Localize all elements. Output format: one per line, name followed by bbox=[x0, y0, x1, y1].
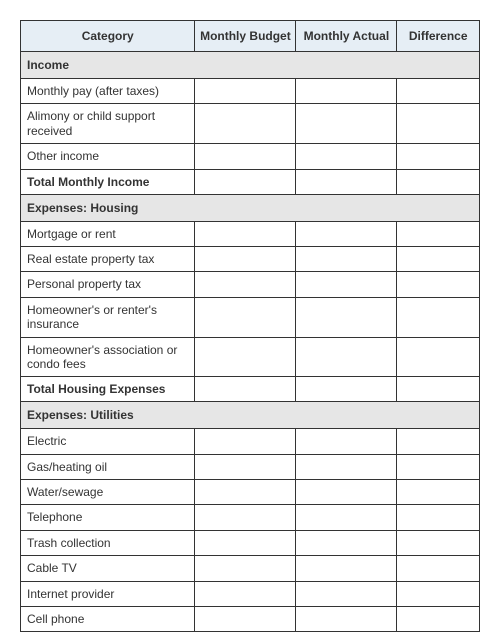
cell-actual[interactable] bbox=[296, 429, 397, 454]
cell-diff[interactable] bbox=[397, 480, 480, 505]
cell-budget[interactable] bbox=[195, 272, 296, 297]
row-label: Personal property tax bbox=[21, 272, 195, 297]
section-title: Income bbox=[21, 52, 480, 79]
table-row: Other income bbox=[21, 144, 480, 169]
table-row: Trash collection bbox=[21, 530, 480, 555]
cell-actual[interactable] bbox=[296, 581, 397, 606]
header-budget: Monthly Budget bbox=[195, 21, 296, 52]
cell-diff[interactable] bbox=[397, 581, 480, 606]
table-row: Homeowner's association or condo fees bbox=[21, 337, 480, 377]
cell-budget[interactable] bbox=[195, 104, 296, 144]
table-row: Personal property tax bbox=[21, 272, 480, 297]
cell-actual[interactable] bbox=[296, 530, 397, 555]
section-header: Expenses: Housing bbox=[21, 194, 480, 221]
row-label: Gas/heating oil bbox=[21, 454, 195, 479]
cell-actual[interactable] bbox=[296, 607, 397, 632]
section-header: Income bbox=[21, 52, 480, 79]
row-label: Water/sewage bbox=[21, 480, 195, 505]
cell-diff[interactable] bbox=[397, 377, 480, 402]
cell-budget[interactable] bbox=[195, 530, 296, 555]
section-title: Expenses: Housing bbox=[21, 194, 480, 221]
cell-diff[interactable] bbox=[397, 221, 480, 246]
cell-actual[interactable] bbox=[296, 454, 397, 479]
section-title: Expenses: Utilities bbox=[21, 402, 480, 429]
row-label: Monthly pay (after taxes) bbox=[21, 79, 195, 104]
total-label: Total Housing Expenses bbox=[21, 377, 195, 402]
cell-actual[interactable] bbox=[296, 169, 397, 194]
cell-budget[interactable] bbox=[195, 377, 296, 402]
cell-actual[interactable] bbox=[296, 505, 397, 530]
cell-diff[interactable] bbox=[397, 79, 480, 104]
cell-diff[interactable] bbox=[397, 607, 480, 632]
row-label: Other income bbox=[21, 144, 195, 169]
cell-actual[interactable] bbox=[296, 104, 397, 144]
cell-budget[interactable] bbox=[195, 581, 296, 606]
row-label: Telephone bbox=[21, 505, 195, 530]
cell-diff[interactable] bbox=[397, 337, 480, 377]
table-row: Telephone bbox=[21, 505, 480, 530]
header-actual: Monthly Actual bbox=[296, 21, 397, 52]
row-label: Cell phone bbox=[21, 607, 195, 632]
cell-actual[interactable] bbox=[296, 272, 397, 297]
table-row: Homeowner's or renter's insurance bbox=[21, 297, 480, 337]
total-row: Total Housing Expenses bbox=[21, 377, 480, 402]
table-row: Internet provider bbox=[21, 581, 480, 606]
cell-actual[interactable] bbox=[296, 480, 397, 505]
cell-actual[interactable] bbox=[296, 246, 397, 271]
cell-diff[interactable] bbox=[397, 272, 480, 297]
cell-diff[interactable] bbox=[397, 144, 480, 169]
cell-budget[interactable] bbox=[195, 454, 296, 479]
cell-diff[interactable] bbox=[397, 505, 480, 530]
total-row: Total Monthly Income bbox=[21, 169, 480, 194]
cell-diff[interactable] bbox=[397, 429, 480, 454]
header-difference: Difference bbox=[397, 21, 480, 52]
cell-actual[interactable] bbox=[296, 297, 397, 337]
section-header: Expenses: Utilities bbox=[21, 402, 480, 429]
cell-actual[interactable] bbox=[296, 377, 397, 402]
cell-budget[interactable] bbox=[195, 246, 296, 271]
table-row: Gas/heating oil bbox=[21, 454, 480, 479]
row-label: Alimony or child support received bbox=[21, 104, 195, 144]
row-label: Electric bbox=[21, 429, 195, 454]
header-row: Category Monthly Budget Monthly Actual D… bbox=[21, 21, 480, 52]
cell-budget[interactable] bbox=[195, 169, 296, 194]
row-label: Trash collection bbox=[21, 530, 195, 555]
table-row: Real estate property tax bbox=[21, 246, 480, 271]
cell-diff[interactable] bbox=[397, 530, 480, 555]
cell-diff[interactable] bbox=[397, 169, 480, 194]
cell-diff[interactable] bbox=[397, 246, 480, 271]
row-label: Homeowner's or renter's insurance bbox=[21, 297, 195, 337]
table-row: Water/sewage bbox=[21, 480, 480, 505]
cell-budget[interactable] bbox=[195, 221, 296, 246]
row-label: Homeowner's association or condo fees bbox=[21, 337, 195, 377]
cell-actual[interactable] bbox=[296, 337, 397, 377]
cell-budget[interactable] bbox=[195, 429, 296, 454]
cell-budget[interactable] bbox=[195, 607, 296, 632]
cell-diff[interactable] bbox=[397, 104, 480, 144]
cell-budget[interactable] bbox=[195, 144, 296, 169]
table-row: Alimony or child support received bbox=[21, 104, 480, 144]
row-label: Mortgage or rent bbox=[21, 221, 195, 246]
row-label: Internet provider bbox=[21, 581, 195, 606]
cell-diff[interactable] bbox=[397, 454, 480, 479]
row-label: Real estate property tax bbox=[21, 246, 195, 271]
cell-budget[interactable] bbox=[195, 79, 296, 104]
cell-budget[interactable] bbox=[195, 297, 296, 337]
total-label: Total Monthly Income bbox=[21, 169, 195, 194]
cell-budget[interactable] bbox=[195, 337, 296, 377]
cell-diff[interactable] bbox=[397, 297, 480, 337]
cell-budget[interactable] bbox=[195, 505, 296, 530]
cell-budget[interactable] bbox=[195, 480, 296, 505]
table-row: Mortgage or rent bbox=[21, 221, 480, 246]
table-row: Cell phone bbox=[21, 607, 480, 632]
cell-actual[interactable] bbox=[296, 144, 397, 169]
budget-table: Category Monthly Budget Monthly Actual D… bbox=[20, 20, 480, 632]
table-row: Monthly pay (after taxes) bbox=[21, 79, 480, 104]
cell-actual[interactable] bbox=[296, 79, 397, 104]
table-row: Electric bbox=[21, 429, 480, 454]
cell-actual[interactable] bbox=[296, 221, 397, 246]
header-category: Category bbox=[21, 21, 195, 52]
